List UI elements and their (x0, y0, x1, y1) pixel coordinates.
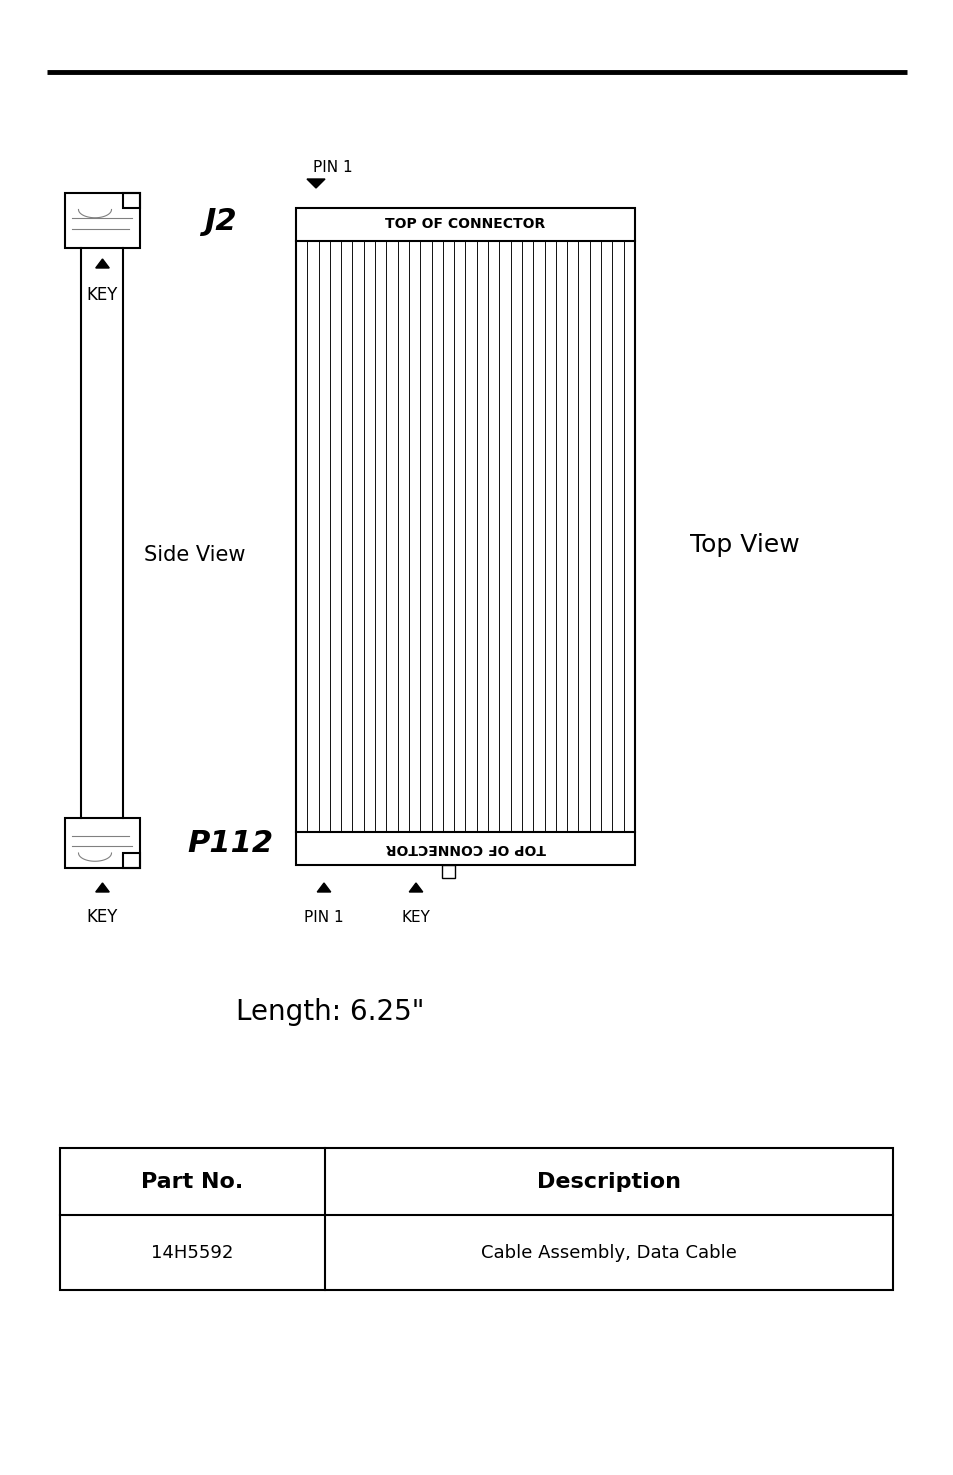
Text: Top View: Top View (689, 532, 799, 558)
Text: Side View: Side View (144, 544, 246, 565)
Text: Part No.: Part No. (141, 1171, 243, 1192)
Bar (123, 853, 140, 867)
Text: TOP OF CONNECTOR: TOP OF CONNECTOR (385, 217, 545, 232)
Bar (65, 819, 140, 867)
Text: P112: P112 (187, 829, 273, 857)
Polygon shape (317, 884, 331, 892)
Polygon shape (95, 260, 110, 268)
Bar (60, 1148, 892, 1291)
Polygon shape (95, 884, 110, 892)
Polygon shape (307, 178, 325, 187)
Bar (295, 208, 635, 240)
Text: Description: Description (537, 1171, 680, 1192)
Text: PIN 1: PIN 1 (313, 161, 353, 176)
Text: J2: J2 (204, 208, 236, 236)
Text: TOP OF CONNECTOR: TOP OF CONNECTOR (385, 842, 545, 855)
Text: 14H5592: 14H5592 (152, 1243, 233, 1261)
Text: Cable Assembly, Data Cable: Cable Assembly, Data Cable (480, 1243, 736, 1261)
Bar (295, 832, 635, 864)
Text: Length: 6.25": Length: 6.25" (235, 999, 424, 1027)
Bar (123, 193, 140, 208)
Polygon shape (409, 884, 422, 892)
Text: KEY: KEY (401, 910, 430, 925)
Text: KEY: KEY (87, 286, 118, 304)
Bar (65, 193, 140, 248)
Text: PIN 1: PIN 1 (304, 910, 343, 925)
Bar (441, 864, 455, 878)
Text: KEY: KEY (87, 909, 118, 926)
